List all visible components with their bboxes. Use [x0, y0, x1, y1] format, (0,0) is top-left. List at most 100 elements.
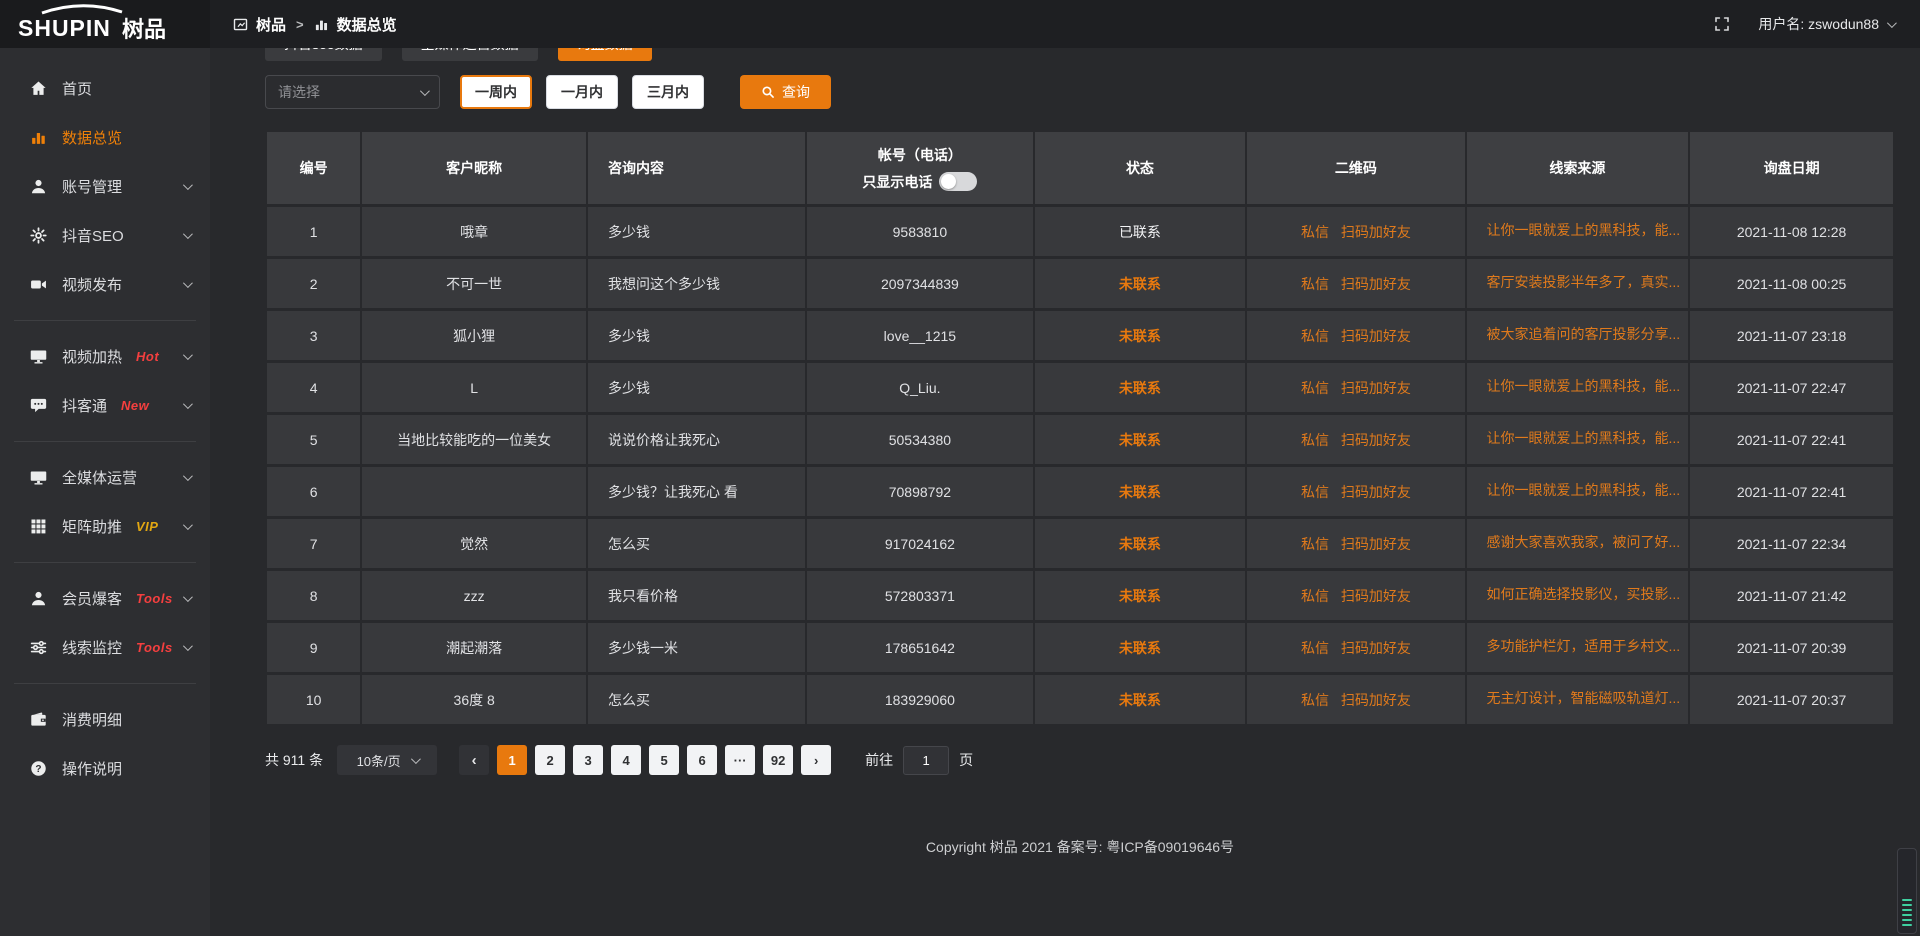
- source-link[interactable]: 感谢大家喜欢我家，被问了好...: [1486, 534, 1681, 550]
- qr-private-message-link[interactable]: 私信: [1300, 275, 1329, 292]
- cell-number: 5: [267, 415, 361, 464]
- search-button-label: 查询: [782, 84, 810, 100]
- sidebar-item[interactable]: 线索监控 Tools: [0, 623, 210, 672]
- cell-nickname: [362, 467, 586, 516]
- next-page-button[interactable]: ›: [801, 745, 832, 775]
- sidebar-item[interactable]: 账号管理: [0, 162, 210, 211]
- source-link[interactable]: 让你一眼就爱上的黑科技，能...: [1486, 378, 1681, 394]
- qr-scan-add-friend-link[interactable]: 扫码加好友: [1340, 587, 1411, 604]
- source-link[interactable]: 如何正确选择投影仪，买投影...: [1486, 586, 1681, 602]
- cell-qrcode: 私信 扫码加好友: [1247, 623, 1465, 672]
- qr-private-message-link[interactable]: 私信: [1300, 379, 1329, 396]
- svg-text:?: ?: [35, 764, 41, 775]
- goto-page-input[interactable]: [903, 745, 950, 775]
- qr-private-message-link[interactable]: 私信: [1300, 327, 1329, 344]
- goto-page: 前往 页: [865, 745, 973, 775]
- sidebar-item[interactable]: 抖音SEO: [0, 211, 210, 260]
- sidebar-item[interactable]: 抖客通 New: [0, 381, 210, 430]
- cell-account: 2097344839: [807, 259, 1033, 308]
- qr-scan-add-friend-link[interactable]: 扫码加好友: [1340, 639, 1411, 656]
- page-number-button[interactable]: ···: [725, 745, 756, 775]
- sidebar-item-label: 抖音SEO: [62, 228, 124, 245]
- sidebar-item[interactable]: 全媒体运营: [0, 453, 210, 502]
- column-header-account: 帐号（电话） 只显示电话: [807, 132, 1033, 204]
- cell-status: 未联系: [1034, 675, 1246, 724]
- qr-scan-add-friend-link[interactable]: 扫码加好友: [1340, 691, 1411, 708]
- sidebar-divider: [14, 320, 196, 321]
- sidebar-item[interactable]: 视频发布: [0, 260, 210, 309]
- phone-only-toggle[interactable]: [939, 172, 978, 191]
- qr-private-message-link[interactable]: 私信: [1300, 691, 1329, 708]
- user-icon: [30, 178, 47, 195]
- qr-private-message-link[interactable]: 私信: [1300, 639, 1329, 656]
- fullscreen-icon[interactable]: [1714, 16, 1730, 32]
- source-link[interactable]: 让你一眼就爱上的黑科技，能...: [1486, 222, 1681, 238]
- account-column-title: 帐号（电话）: [877, 146, 962, 163]
- comment-icon: [30, 397, 47, 414]
- period-button[interactable]: 一月内: [546, 75, 618, 109]
- column-header-qrcode: 二维码: [1247, 132, 1465, 204]
- user-icon: [30, 590, 47, 607]
- search-icon: [761, 85, 775, 99]
- qr-private-message-link[interactable]: 私信: [1300, 431, 1329, 448]
- breadcrumb-home[interactable]: 树品: [256, 16, 287, 34]
- cell-qrcode: 私信 扫码加好友: [1247, 467, 1465, 516]
- qr-scan-add-friend-link[interactable]: 扫码加好友: [1340, 275, 1411, 292]
- period-button[interactable]: 一周内: [460, 75, 532, 109]
- sidebar-item[interactable]: 首页: [0, 64, 210, 113]
- source-link[interactable]: 多功能护栏灯，适用于乡村文...: [1486, 638, 1681, 654]
- user-menu[interactable]: 用户名: zswodun88: [1758, 14, 1897, 34]
- page-number-button[interactable]: 4: [611, 745, 642, 775]
- chevron-down-icon: [182, 350, 193, 361]
- qr-scan-add-friend-link[interactable]: 扫码加好友: [1340, 327, 1411, 344]
- qr-scan-add-friend-link[interactable]: 扫码加好友: [1340, 431, 1411, 448]
- cell-number: 4: [267, 363, 361, 412]
- cell-status: 未联系: [1034, 415, 1246, 464]
- qr-scan-add-friend-link[interactable]: 扫码加好友: [1340, 535, 1411, 552]
- table-row: 6 多少钱？让我死心 看 70898792 未联系 私信 扫码加好友 让你一眼就…: [267, 467, 1893, 516]
- cell-nickname: 潮起潮落: [362, 623, 586, 672]
- chevron-down-icon: [182, 471, 193, 482]
- qr-scan-add-friend-link[interactable]: 扫码加好友: [1340, 483, 1411, 500]
- source-link[interactable]: 让你一眼就爱上的黑科技，能...: [1486, 430, 1681, 446]
- sidebar-item[interactable]: 消费明细: [0, 695, 210, 744]
- sidebar: 首页 数据总览 账号管理 抖音SEO 视频发布 视频加热 Hot 抖客通 New…: [0, 48, 210, 936]
- sidebar-item[interactable]: 视频加热 Hot: [0, 332, 210, 381]
- grid-icon: [30, 518, 47, 535]
- page-number-button[interactable]: 5: [649, 745, 680, 775]
- sidebar-item-badge: VIP: [136, 519, 159, 534]
- cell-account: 572803371: [807, 571, 1033, 620]
- page-number-button[interactable]: 3: [573, 745, 604, 775]
- sidebar-item[interactable]: 数据总览: [0, 113, 210, 162]
- period-button[interactable]: 三月内: [632, 75, 704, 109]
- source-link[interactable]: 无主灯设计，智能磁吸轨道灯...: [1486, 690, 1681, 706]
- source-link[interactable]: 让你一眼就爱上的黑科技，能...: [1486, 482, 1681, 498]
- source-link[interactable]: 客厅安装投影半年多了，真实...: [1486, 274, 1681, 290]
- sidebar-item[interactable]: 矩阵助推 VIP: [0, 502, 210, 551]
- chevron-down-icon: [410, 753, 421, 764]
- cell-number: 8: [267, 571, 361, 620]
- sidebar-item[interactable]: ? 操作说明: [0, 744, 210, 793]
- side-mini-widget[interactable]: [1897, 848, 1917, 934]
- page-number-button[interactable]: 1: [497, 745, 528, 775]
- qr-scan-add-friend-link[interactable]: 扫码加好友: [1340, 379, 1411, 396]
- account-select[interactable]: 请选择: [265, 75, 440, 109]
- cell-number: 7: [267, 519, 361, 568]
- prev-page-button[interactable]: ‹: [459, 745, 490, 775]
- sidebar-item[interactable]: 会员爆客 Tools: [0, 574, 210, 623]
- search-button[interactable]: 查询: [740, 75, 831, 109]
- qr-private-message-link[interactable]: 私信: [1300, 483, 1329, 500]
- sidebar-divider: [14, 441, 196, 442]
- page-size-select[interactable]: 10条/页: [337, 745, 438, 775]
- page-number-button[interactable]: 92: [763, 745, 794, 775]
- cell-status: 已联系: [1034, 207, 1246, 256]
- cell-content: 多少钱: [587, 363, 806, 412]
- page-number-button[interactable]: 6: [687, 745, 718, 775]
- qr-private-message-link[interactable]: 私信: [1300, 223, 1329, 240]
- source-link[interactable]: 被大家追着问的客厅投影分享...: [1486, 326, 1681, 342]
- page-number-button[interactable]: 2: [535, 745, 566, 775]
- qr-private-message-link[interactable]: 私信: [1300, 587, 1329, 604]
- qr-scan-add-friend-link[interactable]: 扫码加好友: [1340, 223, 1411, 240]
- qr-private-message-link[interactable]: 私信: [1300, 535, 1329, 552]
